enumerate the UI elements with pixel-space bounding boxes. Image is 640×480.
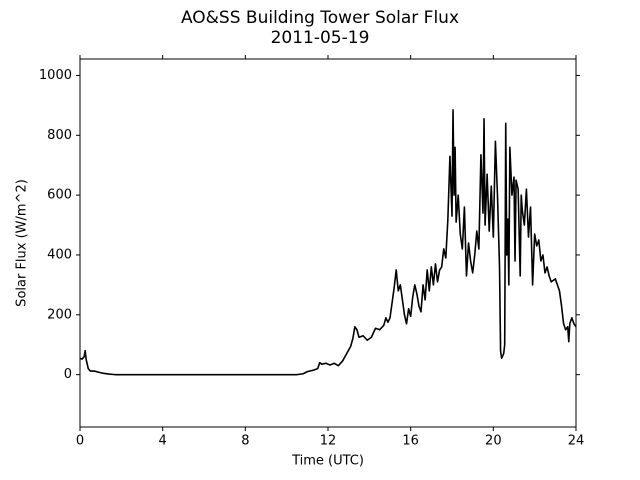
x-tick-label: 24 (568, 434, 585, 449)
chart-subtitle: 2011-05-19 (271, 28, 370, 48)
y-tick-label: 1000 (39, 68, 72, 83)
y-tick-label: 800 (47, 128, 72, 143)
x-tick-label: 16 (402, 434, 419, 449)
chart-title: AO&SS Building Tower Solar Flux (181, 8, 459, 28)
x-tick-label: 12 (320, 434, 337, 449)
x-tick-label: 0 (76, 434, 84, 449)
y-tick-label: 600 (47, 188, 72, 203)
y-tick-label: 200 (47, 307, 72, 322)
x-tick-label: 4 (159, 434, 167, 449)
y-tick-label: 0 (64, 367, 72, 382)
plot-frame (79, 58, 577, 428)
x-tick-label: 8 (241, 434, 249, 449)
y-axis-label: Solar Flux (W/m^2) (15, 179, 30, 307)
x-tick-label: 20 (485, 434, 502, 449)
x-axis-label: Time (UTC) (291, 454, 364, 469)
data-line (79, 109, 577, 376)
y-tick-label: 400 (47, 247, 72, 262)
